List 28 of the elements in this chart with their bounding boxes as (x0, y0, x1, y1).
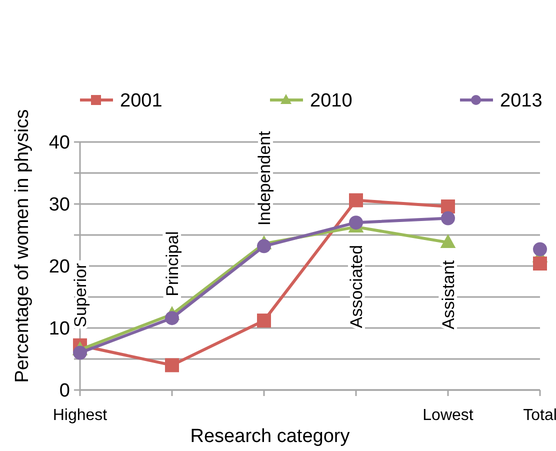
y-axis-title: Percentage of women in physics (12, 109, 33, 383)
annotation: Independent (255, 130, 274, 226)
annotation: Principal (163, 231, 182, 296)
y-tick-label: 20 (48, 256, 70, 278)
annotation: Associated (347, 244, 366, 328)
legend-label: 2001 (120, 90, 162, 112)
point (440, 234, 456, 248)
point (349, 193, 363, 208)
annotation: Superior (71, 262, 90, 328)
point (257, 314, 271, 328)
point (441, 199, 455, 214)
legend-label: 2010 (310, 90, 352, 112)
point (73, 346, 87, 360)
x-tick-label: Total (523, 407, 556, 424)
x-tick-label: Lowest (422, 407, 474, 424)
point (257, 239, 271, 254)
point (165, 358, 179, 372)
y-tick-label: 30 (48, 194, 70, 216)
y-tick-label: 40 (48, 132, 70, 154)
point (349, 216, 363, 230)
annotation: Assistant (439, 260, 458, 330)
legend-label: 2013 (500, 90, 542, 112)
y-tick-label: 0 (59, 380, 70, 402)
point (441, 211, 455, 226)
point (165, 311, 179, 326)
y-tick-label: 10 (48, 318, 70, 340)
x-tick-label: Highest (52, 407, 108, 424)
x-axis-title: Research category (190, 426, 350, 447)
